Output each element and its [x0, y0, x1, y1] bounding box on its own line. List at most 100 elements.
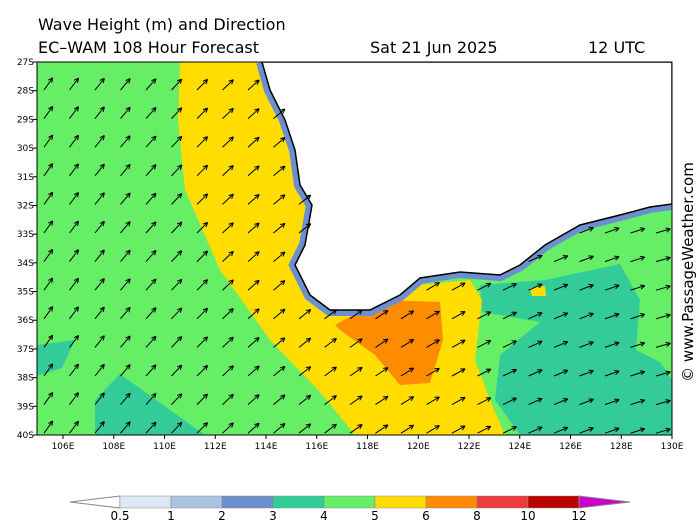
arrow [247, 108, 260, 119]
arrow [451, 425, 466, 434]
arrow [630, 370, 646, 377]
arrow [375, 338, 389, 348]
arrow [69, 249, 80, 262]
arrow [94, 363, 105, 377]
land [261, 62, 672, 311]
arrow [222, 336, 234, 348]
arrow [273, 222, 286, 234]
arrow [502, 368, 517, 377]
arrow [94, 106, 105, 119]
colorbar-label: 12 [571, 509, 586, 523]
arrow [43, 277, 54, 291]
wave-zone [530, 286, 546, 296]
arrow [43, 134, 54, 148]
arrow [604, 284, 620, 291]
arrow [630, 313, 646, 320]
colorbar-segment [425, 495, 478, 509]
arrow [196, 422, 209, 434]
latitude-label: 27S [17, 58, 34, 68]
arrow [222, 365, 234, 377]
arrow [528, 312, 543, 320]
arrow [324, 366, 337, 377]
latitude-label: 28S [17, 87, 34, 97]
arrow [349, 424, 363, 434]
arrow [273, 280, 286, 291]
arrow [171, 307, 183, 320]
latitude-label: 39S [17, 402, 34, 412]
colorbar-label: 6 [422, 509, 430, 523]
arrow [655, 227, 671, 234]
arrow [69, 306, 80, 320]
arrow [477, 311, 492, 320]
arrow [298, 223, 312, 234]
arrow [171, 278, 183, 291]
wave-zone [95, 374, 205, 435]
arrow [171, 164, 183, 177]
arrow [477, 340, 492, 348]
arrow [426, 339, 440, 348]
arrow [553, 369, 569, 377]
arrow [69, 363, 80, 377]
arrow [477, 425, 492, 434]
colorbar-label: 5 [371, 509, 379, 523]
arrow [349, 366, 363, 377]
arrow [145, 135, 157, 148]
colorbar-label: 0.5 [110, 509, 129, 523]
latitude-label: 31S [17, 173, 34, 183]
arrow [273, 365, 286, 377]
arrow [247, 394, 260, 405]
colorbar-segment [527, 495, 580, 509]
arrow [196, 393, 209, 405]
arrow [553, 283, 569, 291]
arrow [375, 367, 389, 377]
arrow [630, 255, 646, 263]
colorbar-label: 2 [218, 509, 226, 523]
arrow [69, 220, 80, 234]
arrow [43, 363, 54, 377]
arrow [69, 106, 80, 119]
arrow [553, 312, 569, 320]
colorbar-segment [272, 495, 325, 509]
arrow [604, 255, 620, 263]
arrow [298, 366, 312, 377]
arrow [196, 279, 209, 291]
arrow [375, 309, 389, 320]
arrow [247, 193, 260, 205]
arrow [222, 107, 234, 119]
arrow [528, 369, 543, 377]
arrow [604, 398, 620, 406]
arrow [94, 278, 105, 291]
arrow [145, 106, 157, 119]
arrow [222, 279, 234, 291]
arrow [604, 312, 620, 320]
arrow [349, 309, 363, 320]
arrow [222, 193, 234, 205]
arrow [69, 392, 80, 405]
latitude-label: 30S [17, 144, 34, 154]
latitude-label: 35S [17, 288, 34, 298]
arrow [145, 78, 157, 91]
arrow [120, 106, 131, 119]
arrow [145, 278, 157, 291]
arrow [400, 424, 415, 434]
arrow [630, 227, 646, 234]
arrow [196, 336, 209, 348]
arrow [273, 251, 286, 262]
arrow [375, 424, 389, 434]
latitude-label: 38S [17, 374, 34, 384]
arrow [349, 338, 363, 348]
latitude-label: 34S [17, 259, 34, 269]
latitude-label: 40S [17, 431, 34, 441]
arrow [196, 164, 209, 177]
arrow [247, 222, 260, 234]
arrow [579, 398, 594, 406]
arrow [324, 423, 337, 434]
longitude-label: 110E [153, 442, 176, 452]
arrow [171, 135, 183, 148]
longitude-label: 118E [356, 442, 379, 452]
arrow [69, 420, 80, 434]
arrow [426, 310, 440, 320]
colorbar-segment [221, 495, 274, 509]
arrow [171, 250, 183, 262]
arrow [324, 337, 337, 348]
